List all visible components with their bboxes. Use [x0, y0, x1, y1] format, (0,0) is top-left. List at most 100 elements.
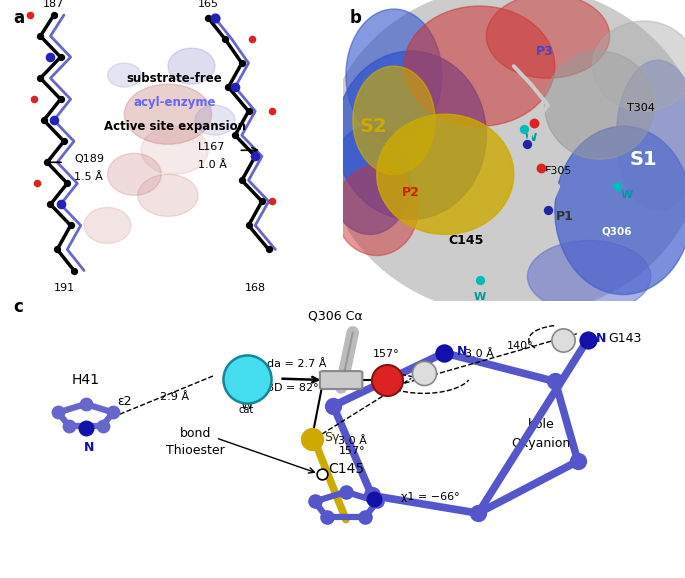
- Text: P1: P1: [556, 210, 574, 223]
- Text: 140°: 140°: [508, 341, 534, 351]
- Point: [219, 35, 230, 44]
- Point: [382, 376, 393, 385]
- Point: [51, 245, 63, 254]
- Text: H: H: [559, 333, 567, 346]
- Point: [55, 95, 66, 104]
- Point: [236, 176, 247, 185]
- Text: G143: G143: [608, 332, 642, 344]
- Text: cat: cat: [239, 405, 254, 415]
- Point: [62, 179, 73, 188]
- Text: αBD = 82°: αBD = 82°: [259, 383, 319, 393]
- Text: Q306 Cα: Q306 Cα: [308, 309, 363, 322]
- Text: 1.0 Å: 1.0 Å: [198, 160, 227, 171]
- Point: [582, 335, 593, 344]
- Text: Q189: Q189: [74, 154, 104, 164]
- Text: N: N: [456, 345, 467, 358]
- Ellipse shape: [336, 165, 418, 255]
- Point: [55, 53, 66, 62]
- Text: H: H: [419, 366, 428, 380]
- Text: ε2: ε2: [117, 395, 132, 407]
- Text: χ1 = −66°: χ1 = −66°: [401, 492, 460, 502]
- Point: [45, 200, 56, 209]
- Point: [45, 53, 56, 62]
- Text: P3: P3: [536, 45, 553, 58]
- Ellipse shape: [346, 9, 442, 141]
- Text: c: c: [14, 298, 23, 316]
- Point: [25, 10, 36, 20]
- Point: [266, 106, 277, 116]
- FancyBboxPatch shape: [320, 371, 362, 389]
- Ellipse shape: [108, 63, 141, 87]
- Point: [372, 497, 383, 506]
- Text: 191: 191: [53, 283, 75, 292]
- Point: [529, 118, 540, 128]
- Point: [236, 58, 247, 68]
- Point: [229, 83, 240, 92]
- Text: C145: C145: [328, 462, 364, 476]
- Point: [49, 116, 60, 125]
- Text: Q306: Q306: [601, 227, 632, 236]
- Text: L167: L167: [198, 142, 225, 152]
- Ellipse shape: [593, 21, 685, 111]
- Text: 168: 168: [245, 283, 266, 292]
- Point: [536, 164, 547, 173]
- Point: [360, 512, 371, 521]
- Point: [573, 457, 584, 466]
- Point: [35, 31, 46, 40]
- Point: [53, 408, 64, 417]
- Text: H41: H41: [72, 373, 99, 387]
- Text: 3.0 Å: 3.0 Å: [465, 349, 494, 359]
- Point: [321, 512, 332, 521]
- Ellipse shape: [329, 126, 411, 235]
- Point: [247, 35, 258, 44]
- Text: F305: F305: [545, 166, 572, 176]
- Text: a: a: [14, 9, 25, 27]
- Ellipse shape: [404, 6, 555, 126]
- Point: [80, 424, 91, 433]
- Text: da = 2.7 Å: da = 2.7 Å: [267, 359, 327, 369]
- Point: [80, 399, 91, 409]
- Text: W: W: [525, 134, 537, 143]
- Text: C145: C145: [448, 234, 484, 247]
- Ellipse shape: [195, 105, 235, 135]
- Point: [474, 275, 485, 284]
- Ellipse shape: [124, 84, 212, 144]
- Ellipse shape: [84, 208, 131, 243]
- Ellipse shape: [353, 66, 435, 175]
- Point: [250, 151, 261, 161]
- Point: [266, 197, 277, 206]
- Point: [473, 509, 484, 518]
- Text: Sγ: Sγ: [324, 431, 340, 444]
- Point: [65, 221, 76, 230]
- Text: Thioester: Thioester: [166, 444, 225, 457]
- Point: [611, 181, 622, 191]
- Point: [327, 401, 338, 410]
- Ellipse shape: [168, 48, 215, 84]
- Point: [58, 136, 69, 146]
- Point: [35, 73, 46, 83]
- Text: Active site expansion: Active site expansion: [103, 120, 246, 133]
- Ellipse shape: [527, 240, 651, 313]
- Text: S1: S1: [630, 150, 658, 169]
- Ellipse shape: [141, 126, 208, 175]
- Point: [522, 140, 533, 149]
- Point: [340, 487, 351, 497]
- Point: [438, 349, 449, 358]
- Ellipse shape: [325, 0, 685, 316]
- Text: substrate-free: substrate-free: [127, 72, 223, 84]
- Point: [438, 349, 449, 358]
- Ellipse shape: [616, 60, 685, 210]
- Text: Oxyanion: Oxyanion: [512, 437, 571, 450]
- Text: hole: hole: [527, 418, 555, 431]
- Point: [97, 421, 108, 431]
- Point: [38, 116, 49, 125]
- Point: [558, 335, 569, 344]
- Point: [418, 369, 429, 378]
- Text: 165: 165: [198, 0, 219, 9]
- Ellipse shape: [545, 51, 654, 160]
- Point: [210, 13, 221, 23]
- Text: C: C: [336, 373, 346, 387]
- Text: acyl-enzyme: acyl-enzyme: [134, 96, 216, 109]
- Point: [306, 435, 317, 444]
- Ellipse shape: [138, 175, 198, 216]
